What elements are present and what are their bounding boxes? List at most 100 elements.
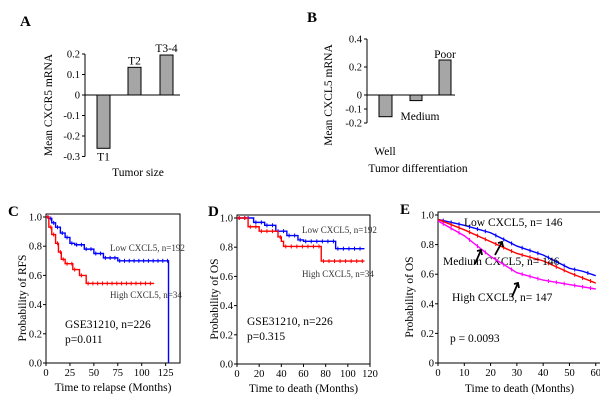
series-label: High CXCL5, n=34 — [302, 269, 374, 279]
y-axis-label: Probability of OS — [209, 258, 221, 339]
x-axis-label: Time to relapse (Months) — [55, 382, 172, 394]
x-tick-label: 75 — [113, 368, 124, 379]
panel-label-C: C — [8, 204, 19, 220]
bar-Well — [378, 94, 393, 118]
y-tick-label: 0.6 — [29, 271, 42, 282]
x-tick-label: 30 — [512, 368, 523, 379]
arrow-head-icon — [513, 281, 520, 289]
category-label: T1 — [97, 151, 110, 163]
category-label: Well — [374, 146, 395, 158]
x-tick-label: 100 — [134, 368, 150, 379]
y-tick-label: 0.2 — [220, 330, 233, 341]
y-tick-label: 0 — [357, 91, 362, 102]
x-tick-label: 40 — [276, 369, 287, 380]
series-label: High CXCL5, n=34 — [110, 290, 182, 300]
panel-label-E: E — [400, 202, 410, 218]
annotation: p=0.011 — [65, 334, 103, 346]
y-tick-label: 0 — [75, 91, 80, 102]
y-tick-label: -0.2 — [345, 119, 362, 130]
y-tick-label: 0.8 — [421, 240, 434, 251]
x-tick-label: 100 — [340, 369, 356, 380]
x-axis-label: Tumor size — [112, 167, 164, 179]
y-tick-label: 0.2 — [67, 50, 80, 61]
y-tick-label: 0.6 — [220, 272, 233, 283]
annotation: GSE31210, n=226 — [65, 319, 151, 331]
y-tick-label: 0 — [429, 359, 434, 370]
plot-frame — [45, 213, 181, 364]
y-tick-label: -0.1 — [345, 105, 362, 116]
y-tick-label: -0.1 — [63, 111, 80, 122]
x-tick-label: 20 — [485, 368, 496, 379]
y-tick-label: 0.8 — [220, 243, 233, 254]
survival-curve — [237, 217, 365, 262]
y-tick-label: 0.1 — [67, 70, 80, 81]
x-tick-label: 50 — [564, 368, 575, 379]
survival-curve — [46, 216, 170, 363]
y-axis-label: Mean CXCR5 mRNA — [43, 53, 55, 156]
y-tick-label: 1.0 — [220, 214, 233, 225]
x-tick-label: 0 — [435, 368, 440, 379]
y-tick-label: 1.0 — [29, 213, 42, 224]
category-label: T2 — [128, 55, 141, 67]
series-label: Low CXCL5, n= 146 — [464, 217, 563, 229]
x-tick-label: 20 — [254, 369, 265, 380]
y-tick-label: 0.4 — [421, 299, 435, 310]
x-tick-label: 10 — [459, 368, 470, 379]
y-axis-label: Probability of OS — [404, 256, 416, 337]
survival-curve — [437, 220, 596, 290]
series-label: High CXCL5, n= 147 — [452, 292, 553, 304]
x-tick-label: 60 — [590, 368, 600, 379]
x-axis-label: Time to death (Months) — [249, 383, 358, 395]
x-tick-label: 25 — [65, 368, 76, 379]
arrow-line — [511, 282, 519, 298]
survival-curve — [237, 217, 365, 250]
bar-T3-4 — [159, 54, 174, 96]
arrow-head-icon — [476, 248, 483, 256]
y-axis-label: Probability of RFS — [17, 255, 29, 342]
y-tick-label: 0.4 — [29, 300, 43, 311]
y-tick-label: 0.2 — [29, 329, 42, 340]
x-axis-label: Time to death (Months) — [465, 383, 574, 395]
category-label: Poor — [434, 49, 456, 61]
bar-T1 — [96, 94, 111, 149]
bar-T2 — [127, 66, 142, 96]
survival-curve — [46, 216, 155, 285]
series-label: Medium CXCL5, n= 146 — [443, 256, 560, 268]
series-label: Low CXCL5, n=192 — [302, 225, 377, 235]
x-tick-label: 120 — [362, 369, 378, 380]
survival-curve — [437, 218, 596, 284]
y-tick-label: 0.0 — [220, 360, 233, 371]
x-tick-label: 40 — [538, 368, 549, 379]
arrow-line — [494, 241, 503, 256]
y-tick-label: -0.3 — [63, 152, 80, 163]
panel-label-A: A — [20, 14, 31, 30]
arrow-line — [474, 249, 482, 265]
annotation: p = 0.0093 — [450, 333, 500, 345]
y-tick-label: 0.4 — [220, 301, 234, 312]
y-tick-label: 0.8 — [29, 242, 42, 253]
y-tick-label: 0.2 — [349, 63, 362, 74]
y-axis-label: Mean CXCL5 mRNA — [323, 44, 335, 146]
y-tick-label: 1.0 — [421, 211, 434, 222]
x-tick-label: 50 — [89, 368, 100, 379]
y-tick-label: -0.2 — [63, 132, 80, 143]
category-label: Medium — [401, 111, 440, 123]
x-tick-label: 0 — [234, 369, 239, 380]
panel-label-D: D — [208, 204, 219, 220]
bar-Medium — [409, 94, 423, 102]
x-tick-label: 125 — [158, 368, 174, 379]
y-tick-label: 0.0 — [29, 359, 42, 370]
x-tick-label: 60 — [298, 369, 309, 380]
annotation: p=0.315 — [247, 331, 285, 343]
bar-Poor — [438, 59, 452, 96]
category-label: T3-4 — [155, 43, 178, 55]
x-tick-label: 80 — [320, 369, 331, 380]
x-tick-label: 0 — [43, 368, 48, 379]
plot-frame — [437, 211, 600, 364]
x-axis-label: Tumor differentiation — [368, 163, 468, 175]
y-tick-label: 0.6 — [421, 270, 434, 281]
annotation: GSE31210, n=226 — [247, 316, 333, 328]
series-label: Low CXCL5, n=192 — [110, 243, 185, 253]
arrow-head-icon — [497, 240, 504, 248]
